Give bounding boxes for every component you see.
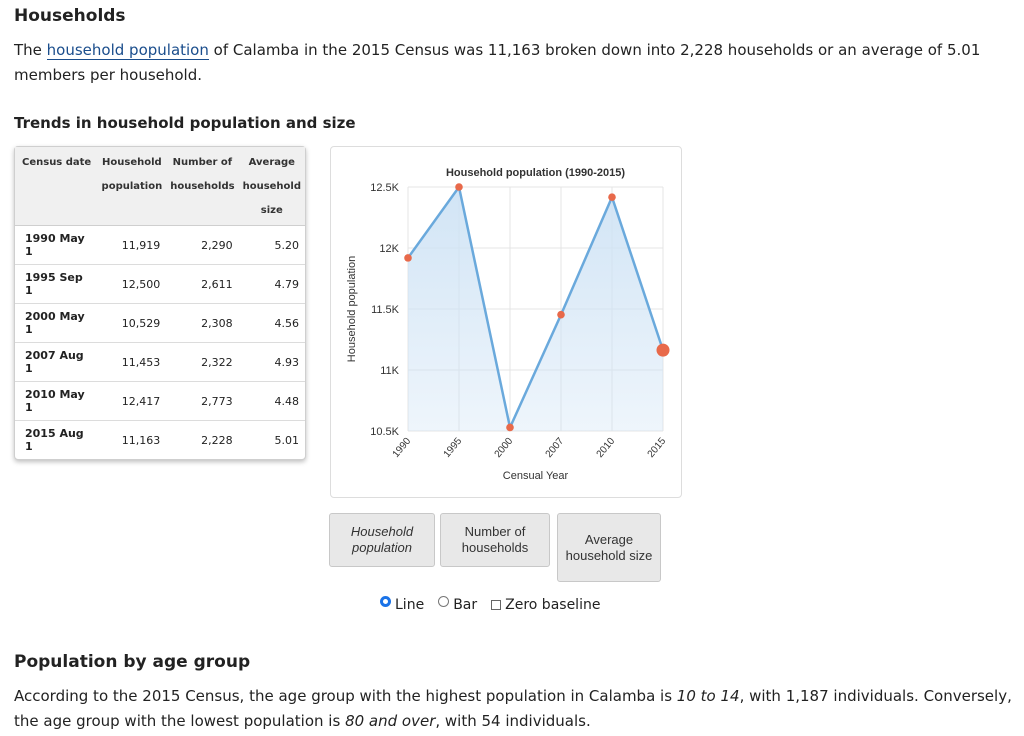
cell-size: 5.20 — [238, 225, 305, 265]
data-point — [557, 310, 565, 319]
intro-text-post: of Calamba in the 2015 Census was 11,163… — [14, 41, 981, 84]
data-point — [656, 343, 670, 357]
y-tick-label: 11.5K — [371, 304, 400, 316]
table-row: 1990 May 1 11,919 2,290 5.20 — [15, 225, 305, 265]
cell-population: 12,417 — [97, 381, 167, 421]
average-household-size-button[interactable]: Average household size — [557, 513, 661, 582]
household-population-button[interactable]: Household population — [329, 513, 435, 567]
zero-baseline-option[interactable]: Zero baseline — [491, 597, 600, 613]
cell-date: 1990 May 1 — [15, 225, 98, 265]
intro-text-pre: The — [14, 41, 47, 59]
cell-size: 5.01 — [274, 433, 300, 447]
cell-size: 4.93 — [238, 342, 305, 382]
chart-svg: Household population (1990-2015) 10.5K 11K… — [346, 167, 670, 482]
cell-population: 12,500 — [97, 264, 167, 304]
age-text-3: , with 54 individuals. — [435, 712, 591, 730]
table-header-row: Census date Household population Number … — [15, 147, 305, 226]
bar-radio[interactable] — [438, 595, 450, 607]
x-tick-label: 1990 — [391, 436, 414, 460]
cell-population: 11,453 — [97, 342, 167, 382]
x-axis-label: Censual Year — [503, 470, 569, 482]
y-tick-label: 12K — [379, 243, 399, 255]
x-tick-label: 2015 — [646, 436, 669, 460]
zero-baseline-label: Zero baseline — [505, 597, 601, 613]
trends-table: Census date Household population Number … — [15, 147, 305, 459]
cell-households: 2,308 — [166, 303, 239, 343]
bar-option[interactable]: Bar — [438, 595, 478, 613]
line-label: Line — [395, 597, 425, 613]
cell-households: 2,228 — [201, 433, 233, 447]
x-tick-label: 1995 — [442, 436, 465, 460]
data-point — [608, 193, 616, 201]
trends-table-card: Census date Household population Number … — [14, 146, 306, 460]
table-row: 2000 May 1 10,529 2,308 4.56 — [15, 303, 305, 343]
trends-heading: Trends in household population and size — [14, 114, 356, 132]
cell-households: 2,611 — [166, 264, 239, 304]
header-number-of-households: Number of households — [166, 147, 239, 226]
age-group-text: According to the 2015 Census, the age gr… — [14, 684, 1014, 734]
households-intro: The household population of Calamba in t… — [14, 38, 1004, 88]
series-line — [406, 183, 665, 432]
cell-date: 1995 Sep 1 — [15, 264, 98, 304]
y-axis-label: Household population — [346, 256, 358, 362]
cell-size: 4.79 — [238, 264, 305, 304]
cell-date: 2000 May 1 — [15, 303, 98, 343]
x-tick-label: 2000 — [493, 436, 516, 460]
data-point — [404, 254, 412, 262]
cell-households: 2,290 — [166, 225, 239, 265]
bar-label: Bar — [453, 597, 478, 613]
age-text-1: According to the 2015 Census, the age gr… — [14, 687, 677, 705]
y-tick-label: 11K — [380, 365, 399, 377]
table-row: 2015 Aug 1 11,163 2,228 5.01 — [15, 421, 305, 460]
cell-date: 2010 May 1 — [15, 381, 98, 421]
cell-size: 4.48 — [238, 381, 305, 421]
line-option[interactable]: Line — [380, 595, 425, 613]
chart-options: Line Bar Zero baseline — [380, 595, 600, 613]
households-heading: Households — [14, 6, 126, 26]
household-population-chart: Household population (1990-2015) 10.5K 11K… — [330, 146, 682, 498]
line-radio[interactable] — [380, 595, 391, 607]
cell-population: 10,529 — [97, 303, 167, 343]
age-group-heading: Population by age group — [14, 652, 251, 672]
data-point — [506, 423, 514, 432]
cell-date: 2007 Aug 1 — [15, 342, 98, 382]
cell-households: 2,322 — [166, 342, 239, 382]
age-text-2: , with 1,187 individuals. Conversely, th… — [14, 687, 1012, 730]
header-average-household-size: Average household size — [238, 147, 305, 226]
lowest-age-group: 80 and over — [345, 712, 436, 730]
zero-baseline-checkbox[interactable] — [491, 600, 502, 610]
table-row: 2010 May 1 12,417 2,773 4.48 — [15, 381, 305, 421]
cell-population: 11,919 — [97, 225, 167, 265]
y-tick-label: 10.5K — [370, 426, 399, 438]
chart-title: Household population (1990-2015) — [446, 167, 625, 179]
header-household-population: Household population — [97, 147, 167, 226]
cell-population: 11,163 — [121, 433, 161, 447]
table-row: 1995 Sep 1 12,500 2,611 4.79 — [15, 264, 305, 304]
x-tick-label: 2010 — [595, 436, 618, 460]
cell-size: 4.56 — [238, 303, 305, 343]
y-tick-label: 12.5K — [370, 182, 399, 194]
number-of-households-button[interactable]: Number of households — [440, 513, 550, 567]
cell-date: 2015 Aug 1 — [25, 427, 84, 453]
header-census-date: Census date — [15, 147, 98, 226]
highest-age-group: 10 to 14 — [676, 687, 740, 705]
data-point — [455, 183, 463, 191]
table-row: 2007 Aug 1 11,453 2,322 4.93 — [15, 342, 305, 382]
household-population-link[interactable]: household population — [46, 41, 209, 60]
cell-households: 2,773 — [166, 381, 239, 421]
x-tick-label: 2007 — [544, 436, 567, 460]
